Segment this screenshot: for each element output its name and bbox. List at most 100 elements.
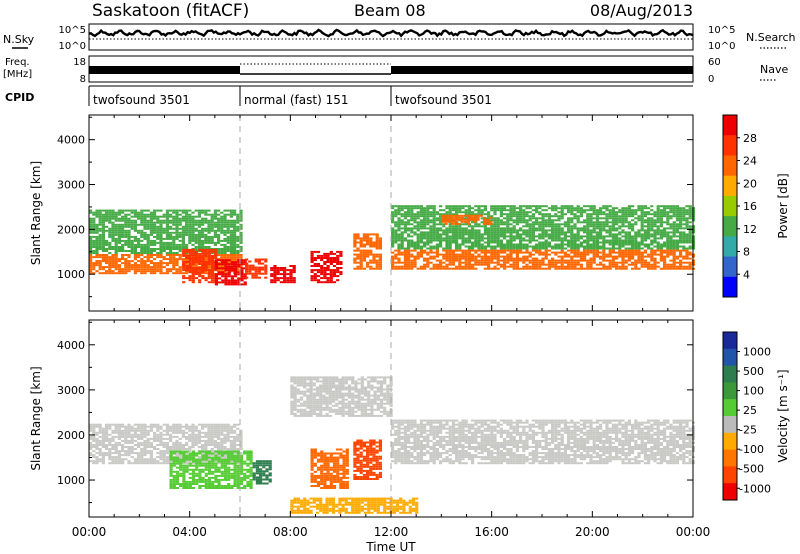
nsky-panel-frame — [88, 23, 694, 51]
colorbar-tick-label: 20 — [743, 177, 757, 190]
colorbar-swatch — [723, 256, 737, 278]
colorbar-swatch — [723, 365, 737, 383]
power-panel: 1000 2000 3000 4000 Slant Range [km] 28 24 20 16… — [29, 114, 790, 312]
data-band — [441, 214, 493, 225]
y-tick-label: 1000 — [57, 268, 85, 281]
colorbar-swatch — [723, 135, 737, 156]
colorbar-tick-label: 100 — [743, 385, 764, 398]
freq-unit-label: [MHz] — [3, 69, 32, 80]
data-band — [252, 460, 272, 485]
colorbar-swatch — [723, 115, 737, 136]
colorbar-swatch — [723, 155, 737, 177]
x-tick-label: 08:00 — [273, 525, 308, 539]
x-tick-label: 00:00 — [676, 525, 711, 539]
freq-left-tick-bottom: 8 — [80, 74, 86, 85]
data-band — [290, 497, 419, 514]
data-band — [89, 209, 243, 254]
data-band — [245, 258, 268, 279]
cpid-row: twofsound 3501 normal (fast) 151 twofsound… — [88, 85, 693, 107]
data-band — [182, 248, 218, 284]
data-band — [353, 233, 382, 270]
x-tick-label: 12:00 — [374, 525, 409, 539]
data-band — [391, 249, 695, 270]
nave-label: Nave — [760, 63, 788, 76]
cpid-segment-label: twofsound 3501 — [395, 93, 492, 107]
colorbar-tick-label: 4 — [743, 268, 750, 281]
colorbar-swatch — [723, 236, 737, 258]
colorbar-swatch — [723, 432, 737, 451]
colorbar-swatch — [723, 466, 737, 484]
colorbar-tick-label: -25 — [739, 424, 757, 437]
colorbar-swatch — [723, 382, 737, 400]
velocity-panel: 1000 2000 3000 4000 Slant Range [km] 1000 500 1… — [29, 319, 790, 518]
freq-block-2 — [391, 66, 693, 74]
y-tick-label: 1000 — [57, 474, 85, 487]
colorbar-frame — [722, 331, 738, 501]
colorbar-swatch — [723, 449, 737, 467]
y-tick-label: 3000 — [57, 179, 85, 192]
nsky-left-tick-top: 10^5 — [59, 25, 86, 36]
colorbar-swatch — [723, 348, 737, 367]
x-tick-label: 16:00 — [474, 525, 509, 539]
colorbar-tick-label: 12 — [743, 223, 757, 236]
nsky-right-tick-top: 10^5 — [708, 25, 735, 36]
colorbar-tick-label: 500 — [743, 365, 764, 378]
colorbar-swatch — [723, 216, 737, 237]
x-axis-label: Time UT — [365, 540, 416, 554]
data-band — [169, 450, 253, 489]
colorbar-swatch — [723, 175, 737, 197]
colorbar-tick-label: 24 — [743, 155, 757, 168]
colorbar-tick-label: 16 — [743, 200, 757, 213]
time-axis: 00:00 04:00 08:00 12:00 16:00 20:00 00:00 Time … — [72, 525, 711, 554]
data-band — [391, 419, 695, 465]
colorbar-label: Velocity [m s⁻¹] — [776, 369, 790, 462]
colorbar-swatch — [723, 195, 737, 217]
nsky-right-tick-bottom: 10^0 — [708, 41, 735, 52]
x-tick-label: 04:00 — [172, 525, 207, 539]
colorbar-tick-label: -500 — [739, 463, 764, 476]
colorbar-swatch — [723, 276, 737, 298]
cpid-label: CPID — [5, 91, 34, 104]
colorbar-swatch — [723, 399, 737, 417]
x-tick-label: 20:00 — [575, 525, 610, 539]
nave-tick-bottom: 0 — [708, 74, 714, 85]
colorbar-swatch — [723, 332, 737, 350]
cpid-segment-label: twofsound 3501 — [93, 93, 190, 107]
colorbar-swatch — [723, 416, 737, 434]
y-tick-label: 2000 — [57, 429, 85, 442]
colorbar-tick-label: 1000 — [743, 346, 771, 359]
data-band — [391, 205, 695, 250]
nsky-trace — [88, 28, 694, 40]
data-band — [353, 439, 382, 480]
y-tick-label: 3000 — [57, 384, 85, 397]
y-tick-label: 2000 — [57, 223, 85, 236]
colorbar-tick-label: 8 — [743, 246, 750, 259]
freq-block-1 — [89, 66, 240, 74]
data-band — [270, 265, 296, 284]
data-band — [310, 448, 349, 489]
nsearch-label: N.Search — [746, 31, 796, 44]
cpid-segment-label: normal (fast) 151 — [244, 93, 348, 107]
y-tick-label: 4000 — [57, 134, 85, 147]
nsky-label: N.Sky — [3, 33, 35, 46]
y-axis-label: Slant Range [km] — [29, 366, 43, 470]
y-tick-label: 4000 — [57, 339, 85, 352]
y-axis-label: Slant Range [km] — [29, 161, 43, 265]
date-title: 08/Aug/2013 — [590, 1, 693, 20]
freq-label: Freq. — [5, 57, 30, 68]
data-band — [290, 376, 393, 417]
nsky-series — [88, 28, 694, 38]
freq-trace — [89, 63, 693, 75]
colorbar-tick-label: 28 — [743, 132, 757, 145]
freq-left-tick-top: 18 — [73, 57, 86, 68]
colorbar-label: Power [dB] — [776, 173, 790, 238]
data-band — [310, 250, 343, 284]
x-tick-label: 00:00 — [72, 525, 107, 539]
nave-tick-top: 60 — [708, 57, 721, 68]
colorbar-tick-label: -100 — [739, 443, 764, 456]
beam-title: Beam 08 — [354, 1, 426, 20]
station-title: Saskatoon (fitACF) — [92, 1, 249, 21]
colorbar-tick-label: 25 — [743, 404, 757, 417]
colorbar-swatch — [723, 483, 737, 501]
